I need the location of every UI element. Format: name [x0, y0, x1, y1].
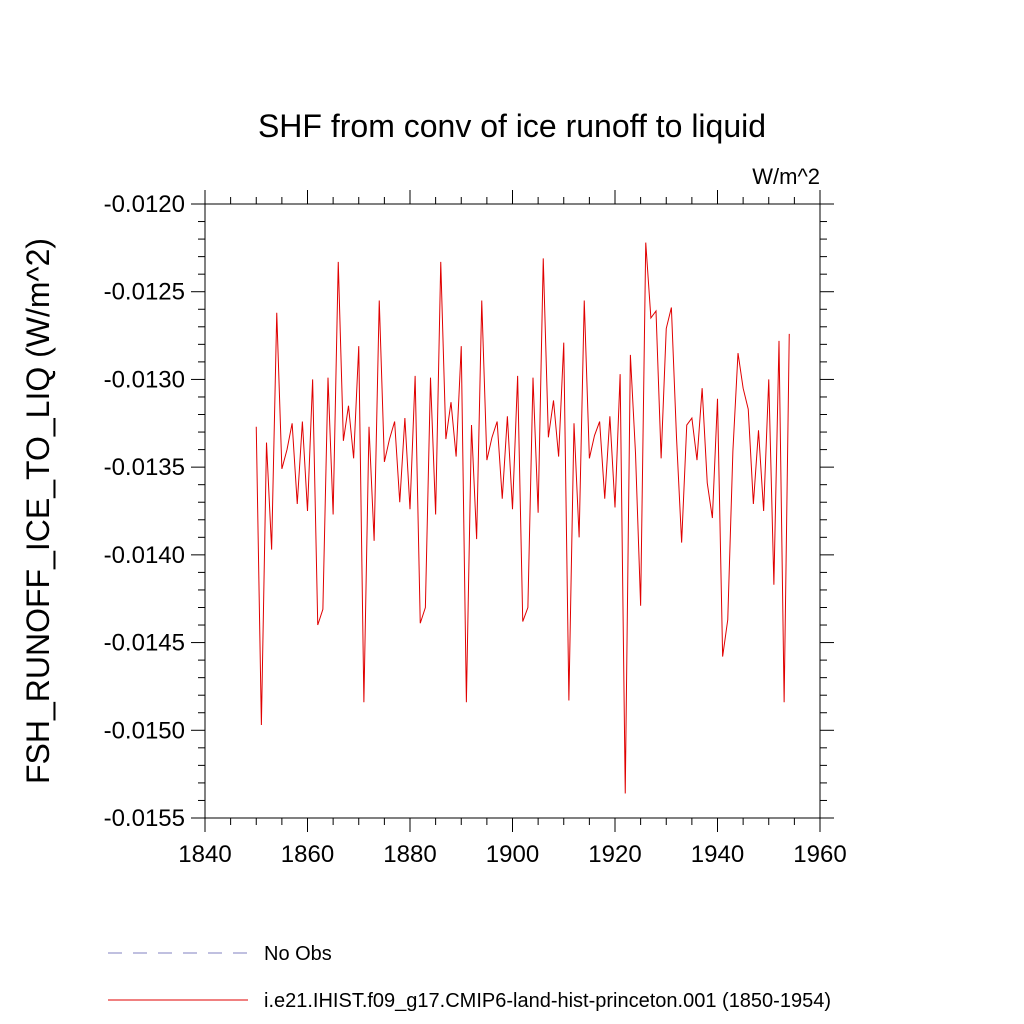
units-label: W/m^2: [752, 164, 820, 189]
legend-label-no-obs: No Obs: [264, 943, 332, 965]
y-tick-label: -0.0125: [104, 279, 185, 306]
y-tick-label: -0.0145: [104, 630, 185, 657]
chart-title: SHF from conv of ice runoff to liquid: [258, 108, 766, 144]
series-line-0: [255, 242, 790, 794]
legend: No Obs i.e21.IHIST.f09_g17.CMIP6-land-hi…: [108, 943, 831, 1012]
y-axis-label: FSH_RUNOFF_ICE_TO_LIQ (W/m^2): [20, 238, 56, 784]
y-tick-label: -0.0130: [104, 366, 185, 393]
y-tick-label: -0.0155: [104, 805, 185, 832]
x-tick-label: 1960: [793, 841, 846, 868]
plot-frame: [204, 203, 821, 819]
legend-label-model-run: i.e21.IHIST.f09_g17.CMIP6-land-hist-prin…: [264, 990, 831, 1012]
y-tick-label: -0.0150: [104, 717, 185, 744]
axis-ticks: [191, 190, 834, 832]
x-tick-label: 1900: [486, 841, 539, 868]
y-tick-label: -0.0140: [104, 542, 185, 569]
series-layer: [255, 242, 790, 794]
axis-tick-labels: 1840 1860 1880 1900 1920 1940 1960 -0.0120 -0.01…: [104, 191, 847, 868]
y-tick-label: -0.0120: [104, 191, 185, 218]
x-tick-label: 1920: [588, 841, 641, 868]
x-tick-label: 1840: [178, 841, 231, 868]
y-tick-label: -0.0135: [104, 454, 185, 481]
x-tick-label: 1860: [281, 841, 334, 868]
x-tick-label: 1880: [383, 841, 436, 868]
x-tick-label: 1940: [691, 841, 744, 868]
